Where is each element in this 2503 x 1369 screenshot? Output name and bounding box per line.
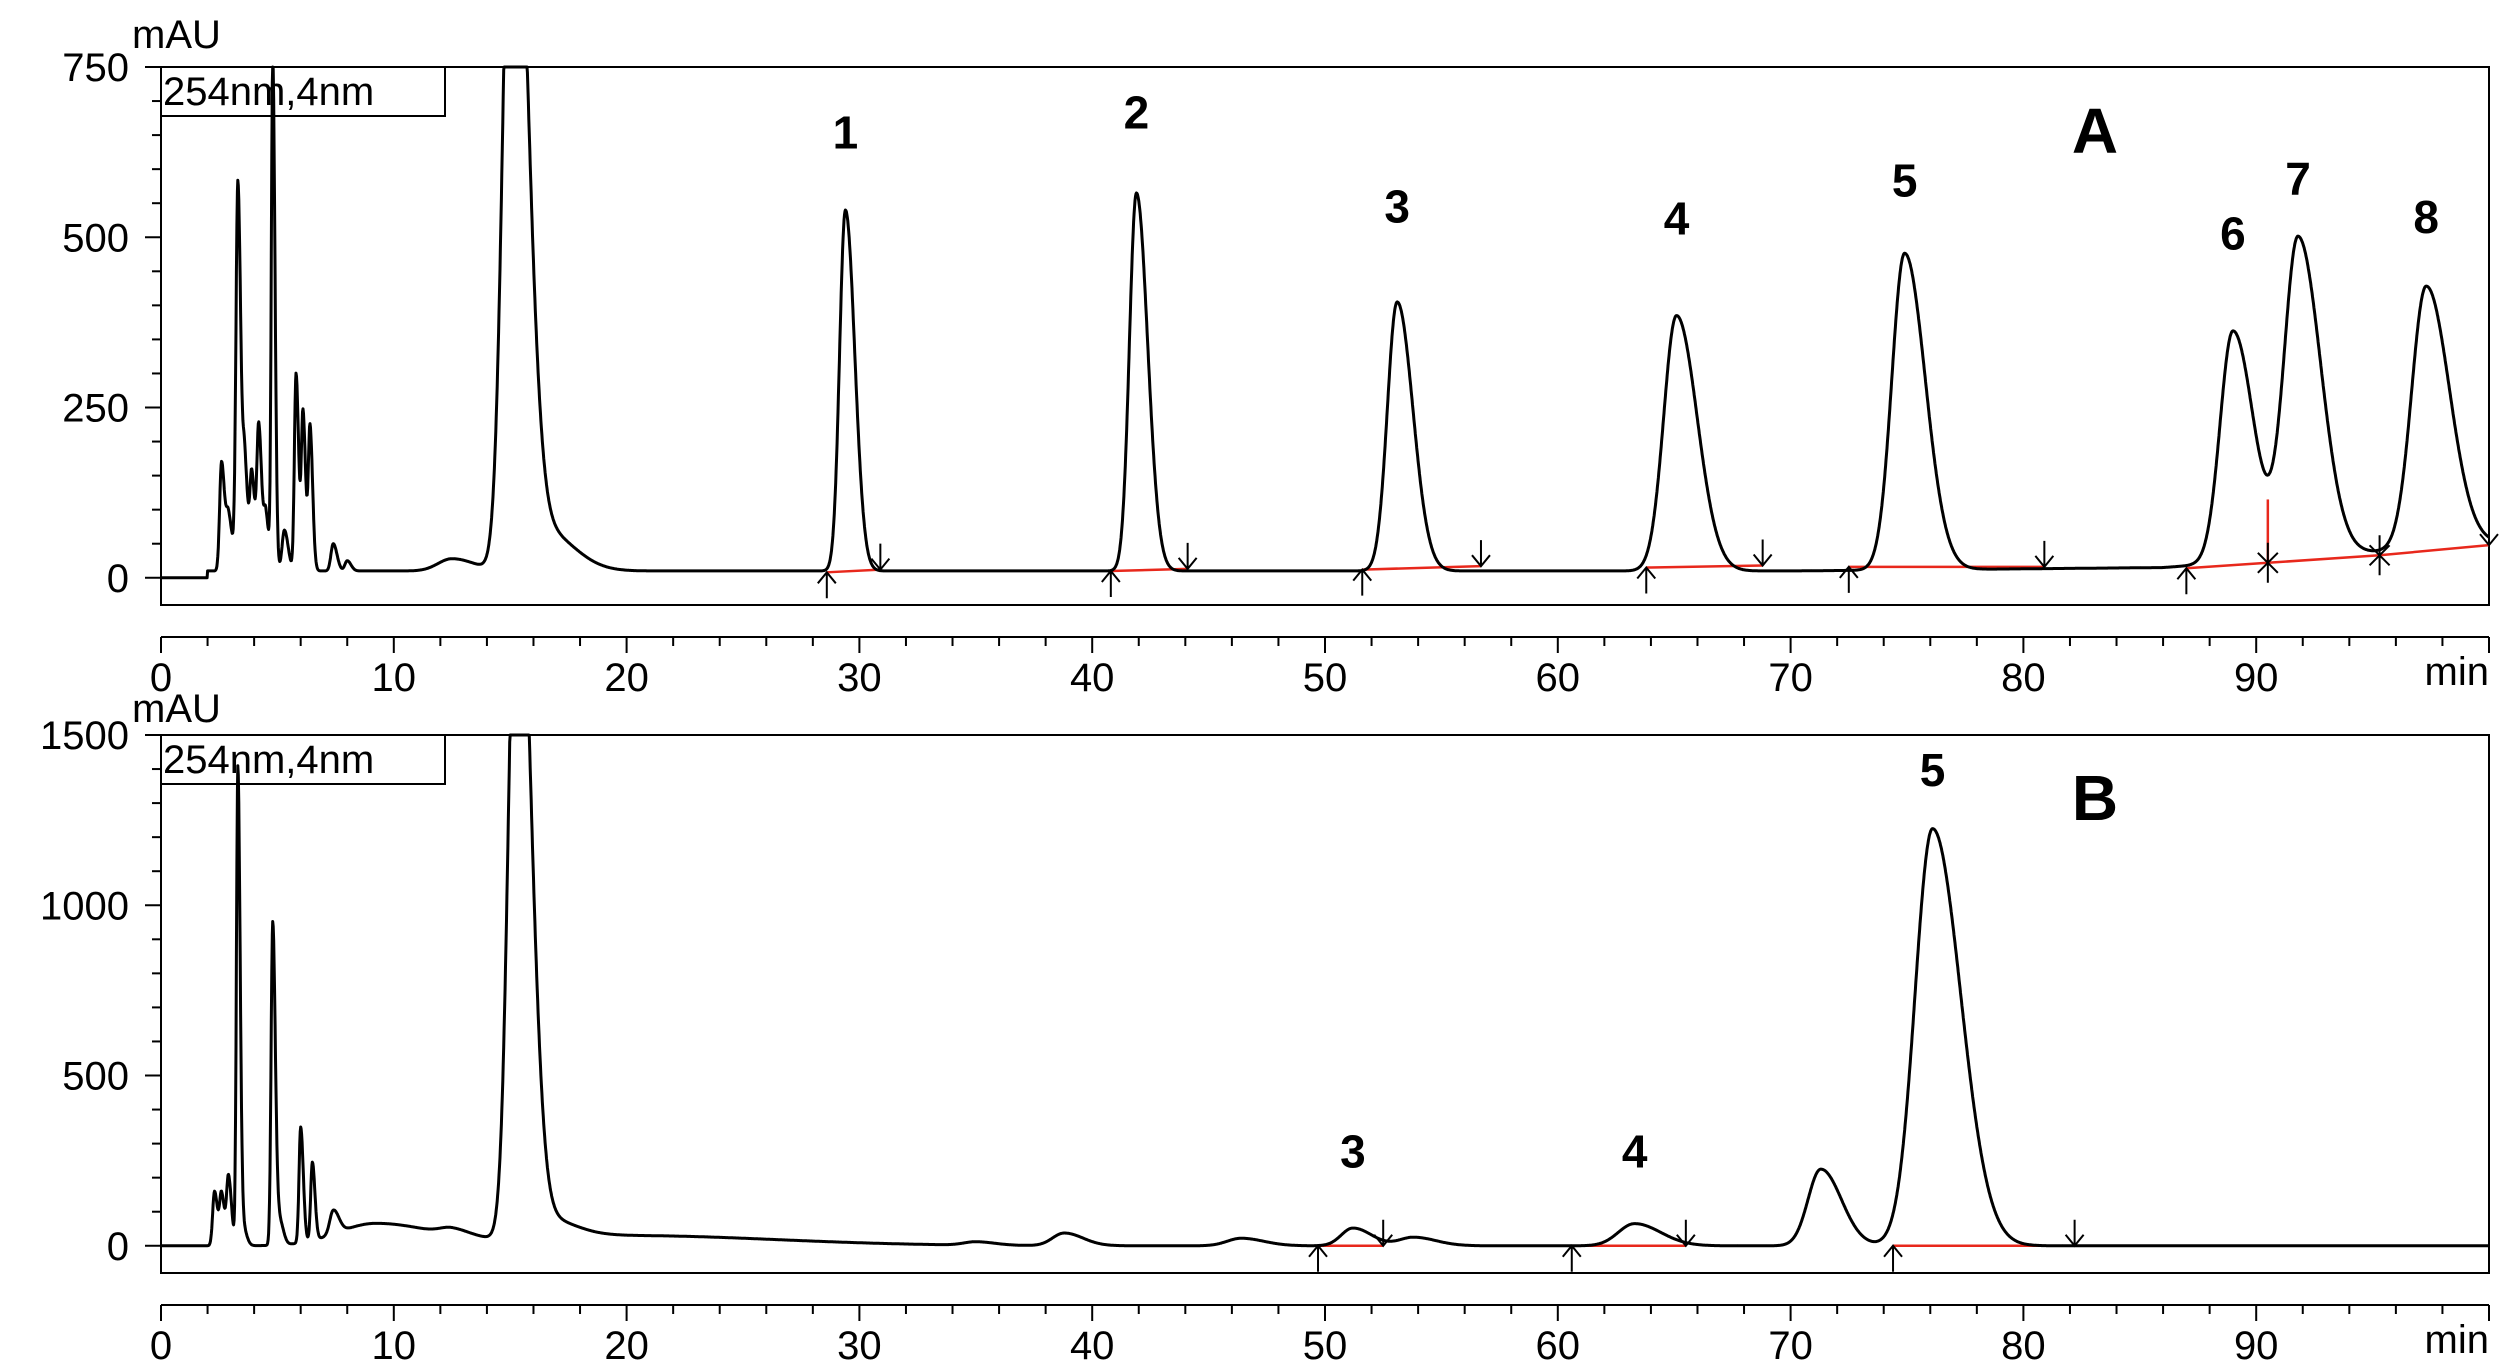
peak-label: 5 — [1892, 154, 1918, 206]
y-tick-label: 1500 — [40, 714, 129, 758]
peak-label: 1 — [833, 107, 859, 159]
x-unit-label: min — [2425, 650, 2489, 694]
integration-line — [826, 568, 881, 574]
x-tick-label: 50 — [1303, 1324, 1348, 1368]
integration-marker — [2368, 535, 2391, 576]
x-tick-label: 80 — [2001, 656, 2046, 700]
detector-label-box — [160, 66, 446, 117]
integration-marker — [1101, 569, 1121, 597]
integration-marker — [2034, 540, 2055, 569]
y-tick-label: 500 — [62, 1055, 129, 1099]
y-unit-label: mAU — [132, 687, 221, 731]
integration-marker — [1373, 1219, 1393, 1248]
panel-letter: B — [2072, 762, 2118, 834]
integration-baselines — [826, 499, 2490, 574]
axes: 0 10 20 30 40 50 60 70 80 90 0 250 500 750 — [62, 46, 2490, 700]
x-tick-label: 20 — [604, 1324, 649, 1368]
panel-letter: A — [2072, 95, 2118, 167]
integration-marker — [2064, 1219, 2085, 1248]
x-tick-label: 50 — [1303, 656, 1348, 700]
integration-marker — [1676, 1219, 1696, 1248]
detector-label: 254nm,4nm — [163, 738, 374, 782]
integration-marker — [1471, 540, 1491, 568]
integration-marker — [1636, 565, 1657, 594]
detector-label: 254nm,4nm — [163, 70, 374, 114]
integration-markers — [1308, 1219, 2085, 1272]
y-tick-label: 750 — [62, 46, 129, 90]
peak-label: 7 — [2285, 152, 2311, 204]
x-unit-label: min — [2425, 1318, 2489, 1362]
x-tick-label: 0 — [150, 656, 172, 700]
panel-b: mAU min 254nm,4nm B 0 10 20 30 40 50 60 70 80 900… — [40, 687, 2490, 1368]
integration-marker — [2176, 566, 2197, 595]
y-tick-label: 0 — [107, 557, 129, 601]
integration-line — [2186, 561, 2268, 570]
x-tick-label: 90 — [2234, 1324, 2279, 1368]
detector-label-box — [160, 734, 446, 785]
x-tick-label: 90 — [2234, 656, 2279, 700]
integration-marker — [1883, 1244, 1903, 1272]
peak-label: 3 — [1384, 180, 1410, 232]
x-tick-label: 60 — [1536, 1324, 1581, 1368]
integration-marker — [1177, 542, 1198, 571]
x-tick-label: 30 — [837, 656, 882, 700]
integration-marker — [1839, 565, 1859, 593]
x-tick-label: 10 — [372, 656, 417, 700]
x-tick-label: 60 — [1536, 656, 1581, 700]
chromatogram-trace — [160, 65, 2490, 580]
integration-marker — [870, 543, 891, 572]
integration-marker — [2257, 542, 2279, 583]
x-tick-label: 80 — [2001, 1324, 2046, 1368]
plot-frame — [160, 66, 2490, 606]
x-tick-label: 0 — [150, 1324, 172, 1368]
peak-labels: 1 2 3 4 5 67 8 — [833, 86, 2439, 259]
x-tick-label: 40 — [1070, 1324, 1115, 1368]
integration-marker — [1352, 568, 1373, 596]
peak-label: 5 — [1920, 744, 1946, 796]
integration-line — [1362, 564, 1482, 571]
x-tick-label: 20 — [604, 656, 649, 700]
peak-label: 4 — [1622, 1125, 1648, 1177]
y-unit-label: mAU — [132, 13, 221, 57]
axes: 0 10 20 30 40 50 60 70 80 90 0 500 1000 1500 — [40, 714, 2490, 1368]
y-tick-label: 500 — [62, 216, 129, 260]
integration-marker — [2479, 519, 2499, 547]
integration-marker — [1752, 539, 1773, 568]
plot-frame — [160, 734, 2490, 1274]
x-tick-label: 70 — [1768, 656, 1813, 700]
integration-marker — [1308, 1244, 1328, 1272]
integration-markers — [817, 519, 2499, 599]
integration-line — [2267, 554, 2380, 565]
y-tick-label: 1000 — [40, 884, 129, 928]
peak-label: 8 — [2413, 191, 2439, 243]
integration-marker — [1561, 1244, 1582, 1272]
y-tick-label: 250 — [62, 387, 129, 431]
panel-a: mAU min 254nm,4nm A 0 10 20 30 40 50 60 70 80 900… — [62, 13, 2499, 700]
peak-label: 3 — [1340, 1125, 1366, 1177]
x-tick-label: 40 — [1070, 656, 1115, 700]
y-tick-label: 0 — [107, 1225, 129, 1269]
peak-labels: 3 4 5 — [1340, 744, 1945, 1177]
integration-line — [2379, 543, 2490, 557]
x-tick-label: 30 — [837, 1324, 882, 1368]
peak-label: 6 — [2220, 208, 2246, 260]
peak-label: 4 — [1664, 193, 1690, 245]
chromatogram-trace — [160, 733, 2490, 1248]
peak-label: 2 — [1124, 86, 1150, 138]
x-tick-label: 70 — [1768, 1324, 1813, 1368]
x-tick-label: 10 — [372, 1324, 417, 1368]
integration-line — [1646, 564, 1763, 569]
integration-marker — [817, 570, 837, 599]
